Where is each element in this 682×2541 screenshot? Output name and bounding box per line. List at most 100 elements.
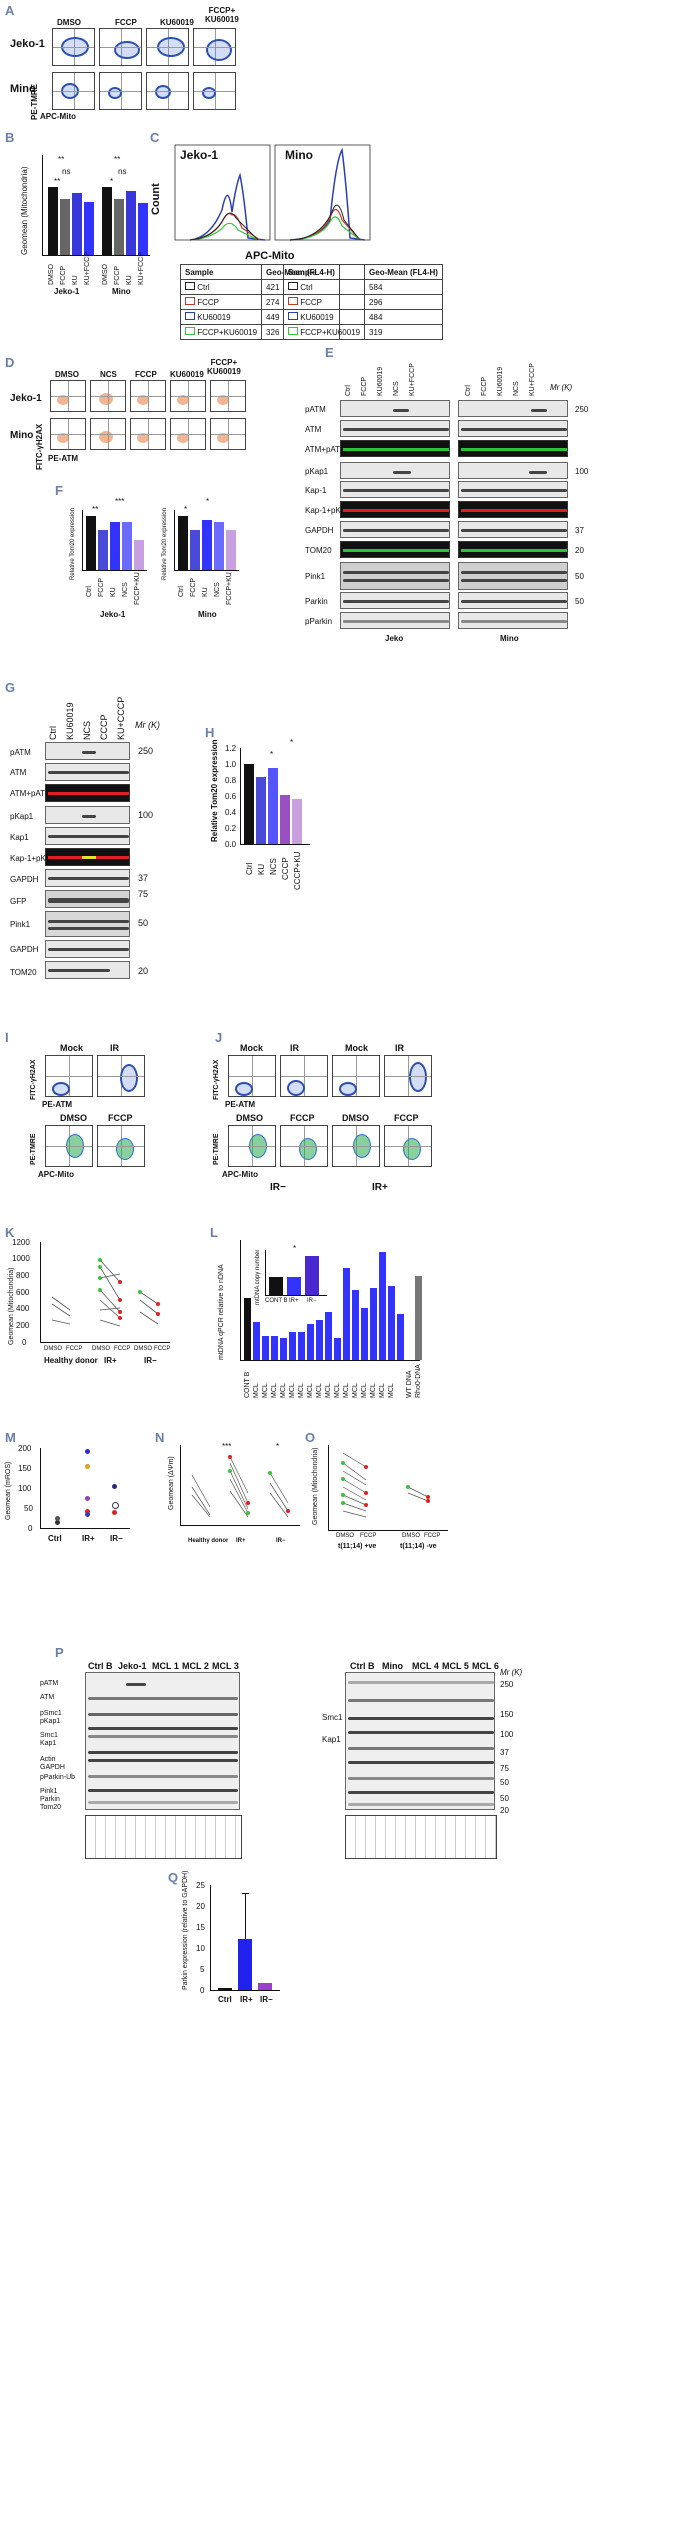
bar xyxy=(102,187,112,255)
row-label: ATM+pATM xyxy=(305,445,347,454)
x-tick: Rho0-DNA xyxy=(415,1364,422,1398)
panel-label-k: K xyxy=(5,1225,15,1240)
y-tick: 800 xyxy=(16,1271,30,1280)
col-label: DMSO xyxy=(55,370,79,379)
sig-label: ns xyxy=(62,167,71,176)
y-tick: 1.2 xyxy=(225,744,237,753)
x-tick: FCCP+KU xyxy=(134,572,141,605)
col-label: FCCP xyxy=(135,370,157,379)
row-label: Mino xyxy=(10,430,34,441)
flow-plot xyxy=(332,1055,380,1097)
blot-right xyxy=(345,1672,495,1810)
group-label: Mino xyxy=(198,610,217,619)
bar xyxy=(343,1268,350,1360)
table-cell: 584 xyxy=(364,279,443,295)
inset-y-label: mtDNA copy number xyxy=(255,1249,261,1305)
y-tick: 150 xyxy=(18,1464,32,1473)
flow-plot xyxy=(45,1055,93,1097)
table-cell: FCCP xyxy=(197,298,220,307)
row-label: pKap1 xyxy=(305,467,329,476)
table-cell: Ctrl xyxy=(197,283,210,292)
x-tick: DMSO xyxy=(134,1346,152,1352)
x-tick: Ctrl xyxy=(178,586,185,597)
mw-tick: 50 xyxy=(575,572,584,581)
x-tick: FCCP xyxy=(114,265,121,285)
lane-label: FCCP xyxy=(481,376,488,396)
panel-label-p: P xyxy=(55,1645,64,1660)
histogram-title: Mino xyxy=(285,148,313,162)
x-tick: IR− xyxy=(110,1534,123,1543)
y-axis-label: Parkin expression (relative to GAPDH) xyxy=(182,1870,189,1990)
mw-tick: 100 xyxy=(500,1730,514,1739)
bar xyxy=(60,199,70,255)
x-tick: FCCP xyxy=(360,1533,377,1539)
mw-tick: 150 xyxy=(500,1710,514,1719)
bar xyxy=(48,187,58,255)
bar xyxy=(244,764,254,844)
inset-chart: mtDNA copy number * CONT B IR+ IR− xyxy=(255,1244,335,1305)
flow-plot xyxy=(193,72,236,110)
flow-plot xyxy=(50,380,86,412)
bar xyxy=(256,777,266,844)
group-label: IR+ xyxy=(104,1356,117,1365)
col-label: IR xyxy=(110,1043,119,1053)
x-tick: DMSO xyxy=(48,264,55,285)
flow-plot xyxy=(52,72,95,110)
row-label: Pink1 xyxy=(305,572,326,581)
panel-label-f: F xyxy=(55,483,63,498)
bar xyxy=(325,1312,332,1360)
col-label: KU60019 xyxy=(170,370,204,379)
row-label: Pink1 xyxy=(10,920,31,929)
flow-plot xyxy=(52,28,95,66)
bar xyxy=(262,1336,269,1360)
col-label: DMSO xyxy=(342,1113,369,1123)
row-label: pParkin-Ub xyxy=(40,1774,76,1781)
quant-table-right xyxy=(345,1815,497,1859)
x-tick: KU xyxy=(126,275,133,285)
row-label: GAPDH xyxy=(10,875,39,884)
x-axis-label: PE-ATM xyxy=(225,1100,256,1109)
x-axis-label: PE-ATM xyxy=(42,1100,73,1109)
x-tick: FCCP xyxy=(66,1346,83,1352)
flow-plot xyxy=(50,418,86,450)
x-tick: MCL xyxy=(271,1383,278,1398)
lane-label: KU60019 xyxy=(65,702,75,740)
paired-lines xyxy=(341,1452,430,1518)
x-tick: IR− xyxy=(260,1995,273,2004)
group-label: IR− xyxy=(270,1182,286,1193)
group-label: t(11;14) +ve xyxy=(338,1543,377,1550)
sig-label: ** xyxy=(92,505,99,514)
flow-plot xyxy=(130,380,166,412)
x-tick: DMSO xyxy=(102,264,109,285)
group-label: Jeko xyxy=(385,634,404,643)
lane-label: KU60019 xyxy=(497,366,504,396)
lane-label: CCCP xyxy=(99,714,109,740)
panel-label-d: D xyxy=(5,355,15,370)
y-tick: 15 xyxy=(196,1923,205,1932)
panel-label-j: J xyxy=(215,1030,223,1045)
mw-tick: 20 xyxy=(500,1806,509,1815)
lane-label: MCL 6 xyxy=(472,1661,499,1671)
x-tick: Ctrl xyxy=(86,586,93,597)
flow-plot xyxy=(130,418,166,450)
x-tick: CONT B xyxy=(265,1298,288,1304)
panel-label-e: E xyxy=(325,345,334,360)
x-tick: MCL xyxy=(253,1383,260,1398)
mw-tick: 250 xyxy=(500,1680,514,1689)
panel-label-i: I xyxy=(5,1030,9,1045)
lane-label: MCL 2 xyxy=(182,1661,209,1671)
x-tick: FCCP xyxy=(114,1346,131,1352)
row-jeko: Jeko-1 xyxy=(10,38,45,50)
bar xyxy=(379,1252,386,1360)
x-tick: Ctrl xyxy=(48,1534,62,1543)
mw-tick: 50 xyxy=(500,1778,509,1787)
flow-plot xyxy=(384,1055,432,1097)
row-label: pATM xyxy=(40,1680,59,1687)
table-cell: FCCP xyxy=(300,298,323,307)
row-label: TOM20 xyxy=(305,546,332,555)
sig-label: *** xyxy=(115,497,125,506)
lane-label: Mino xyxy=(382,1661,403,1671)
axis-label-apc-mito: APC-Mito xyxy=(40,112,76,121)
x-tick: DMSO xyxy=(402,1533,420,1539)
x-tick: FCCP+KU xyxy=(226,572,233,605)
